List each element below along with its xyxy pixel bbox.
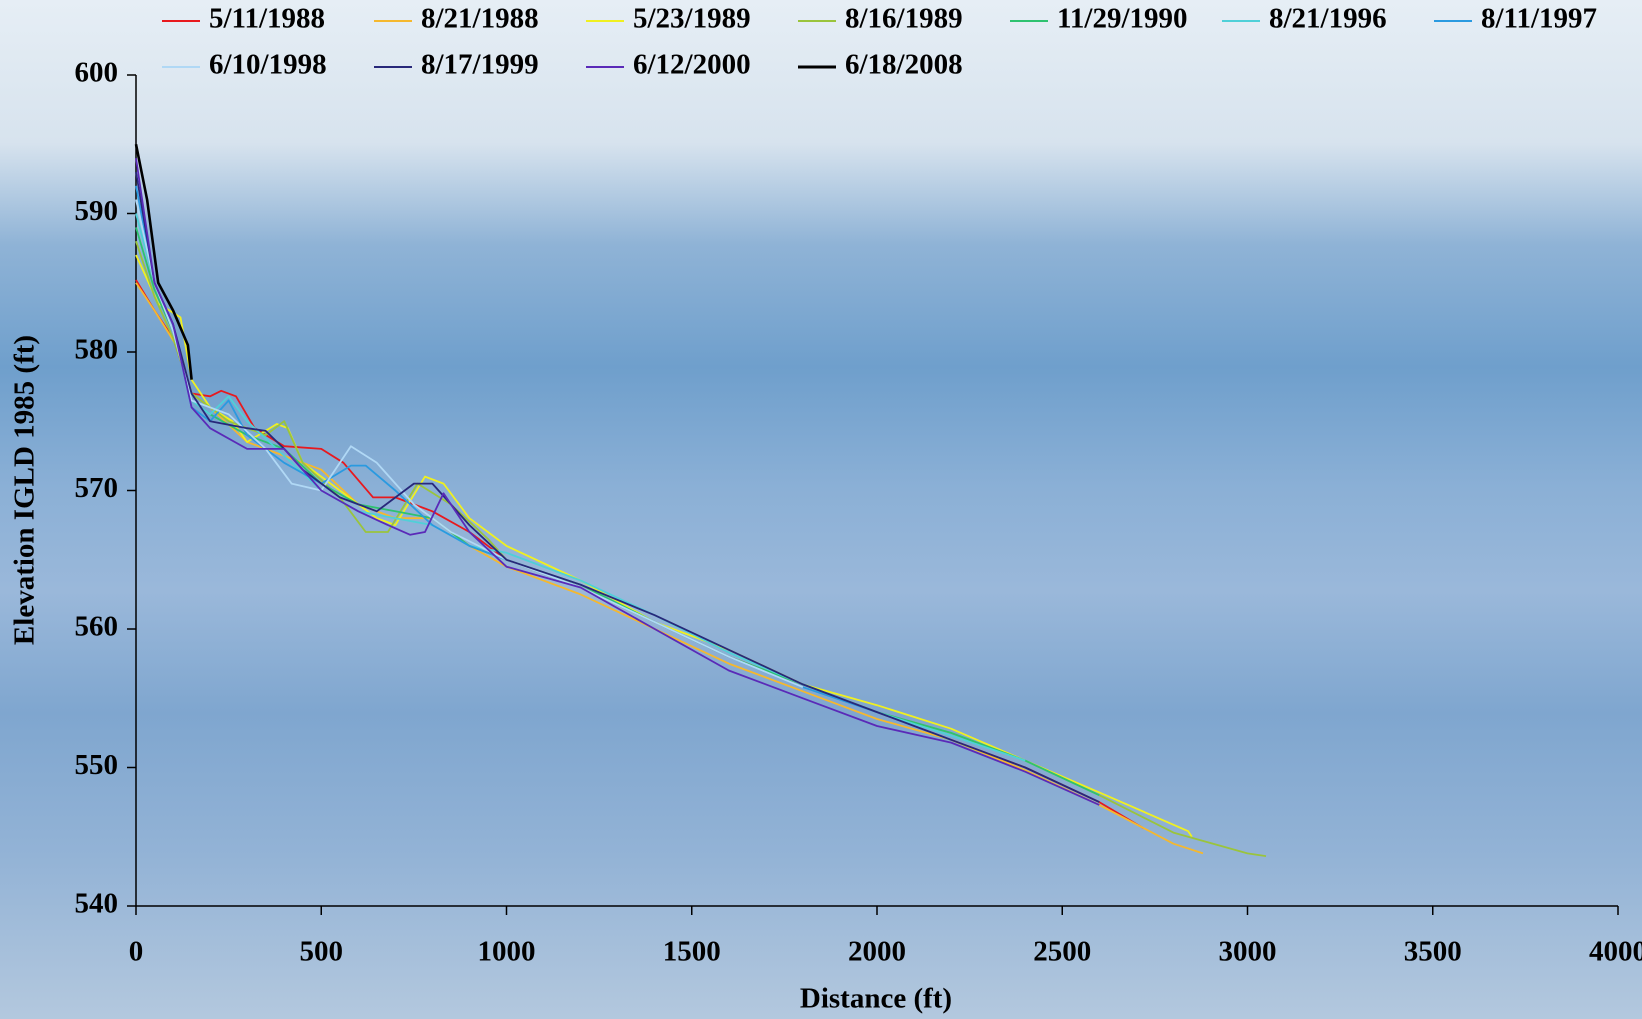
legend-label: 8/21/1996 xyxy=(1269,3,1387,35)
x-tick-label: 2500 xyxy=(1033,936,1091,968)
legend-label: 5/11/1988 xyxy=(209,3,325,35)
x-tick-label: 1500 xyxy=(663,936,721,968)
y-tick-label: 580 xyxy=(75,334,119,366)
x-tick-label: 4000 xyxy=(1589,936,1642,968)
series-line xyxy=(135,171,1100,803)
legend-label: 6/12/2000 xyxy=(633,49,751,81)
y-tick-label: 590 xyxy=(75,195,119,227)
x-tick-label: 2000 xyxy=(848,936,906,968)
series-line xyxy=(135,157,1100,806)
legend-label: 8/11/1997 xyxy=(1481,3,1597,35)
series-line xyxy=(135,227,1100,797)
x-tick-label: 0 xyxy=(129,936,144,968)
x-tick-label: 1000 xyxy=(478,936,536,968)
legend-label: 8/16/1989 xyxy=(845,3,963,35)
y-axis-label: Elevation IGLD 1985 (ft) xyxy=(9,335,41,645)
legend-label: 11/29/1990 xyxy=(1057,3,1188,35)
y-tick-label: 550 xyxy=(75,749,119,781)
x-tick-label: 500 xyxy=(300,936,344,968)
series-line xyxy=(135,185,952,741)
legend-label: 6/10/1998 xyxy=(209,49,327,81)
y-tick-label: 570 xyxy=(75,472,119,504)
y-tick-label: 540 xyxy=(75,888,119,920)
series-line xyxy=(135,240,1267,857)
series-line xyxy=(135,213,1026,762)
legend-label: 6/18/2008 xyxy=(845,49,963,81)
y-tick-label: 600 xyxy=(75,57,119,89)
series-line xyxy=(134,144,193,380)
legend-label: 8/21/1988 xyxy=(421,3,539,35)
x-axis-label: Distance (ft) xyxy=(800,983,952,1015)
x-tick-label: 3000 xyxy=(1219,936,1277,968)
legend-label: 5/23/1989 xyxy=(633,3,751,35)
legend-label: 8/17/1999 xyxy=(421,49,539,81)
series-line xyxy=(135,254,1193,838)
x-tick-label: 3500 xyxy=(1404,936,1462,968)
y-tick-label: 560 xyxy=(75,611,119,643)
